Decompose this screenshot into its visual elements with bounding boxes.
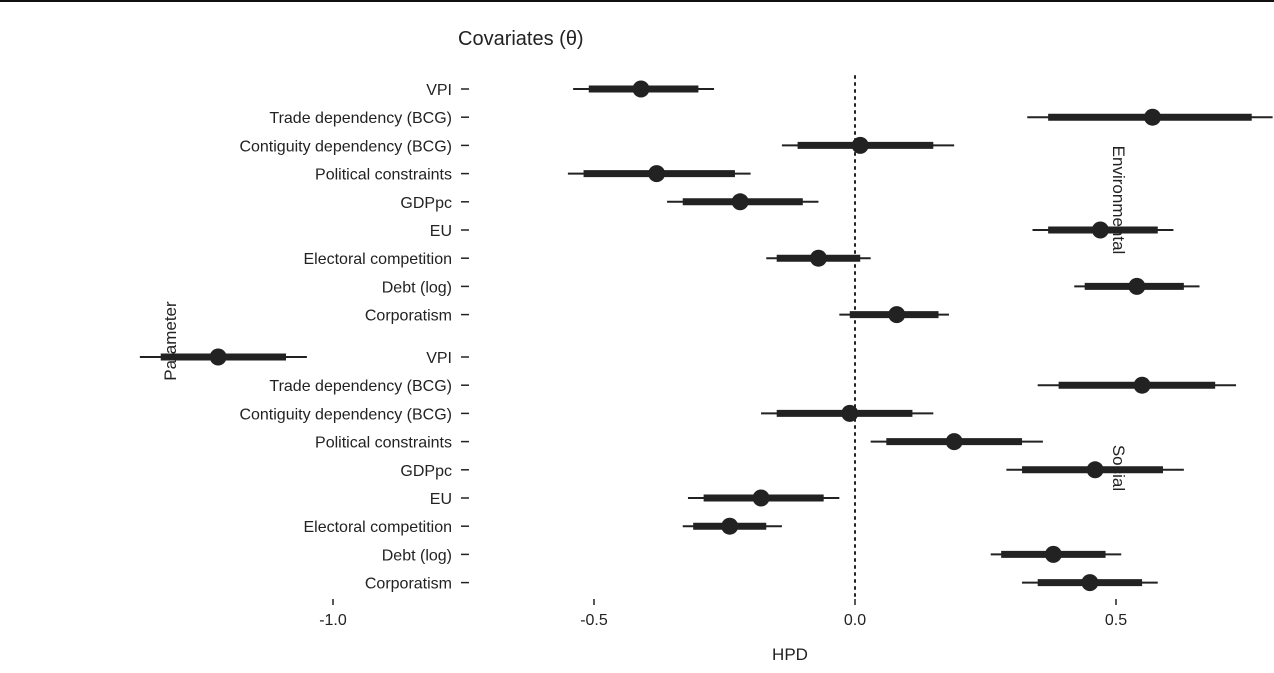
y-tick-label: Contiguity dependency (BCG) [239,406,452,423]
estimate-point [809,249,827,267]
y-tick-label: EU [430,491,452,508]
y-tick-label: Trade dependency (BCG) [269,378,452,395]
y-tick-label: VPI [426,350,452,367]
estimate-point [1086,461,1104,479]
estimate-point [1044,545,1062,563]
x-tick-label: 0.0 [844,612,866,629]
estimate-point [632,80,650,98]
estimate-point [1081,574,1099,592]
y-axis-label: Parameter [161,301,180,381]
estimate-point [851,136,869,154]
y-tick-label: GDPpc [400,195,452,212]
y-tick-label: Electoral competition [303,519,452,536]
estimate-point [1133,376,1151,394]
y-tick-label: GDPpc [400,463,452,480]
y-tick-label: EU [430,223,452,240]
estimate-point [1144,108,1162,126]
x-tick-label: -1.0 [319,612,347,629]
estimate-point [1128,277,1146,295]
estimate-point [1091,221,1109,239]
estimate-point [648,165,666,183]
y-tick-label: Debt (log) [382,279,452,296]
panel-label-environmental: Environmental [1109,146,1128,255]
y-tick-label: Contiguity dependency (BCG) [239,138,452,155]
estimate-point [209,348,227,366]
estimate-point [731,193,749,211]
y-tick-label: VPI [426,82,452,99]
chart-title: Covariates (θ) [458,28,584,50]
y-tick-label: Political constraints [315,435,452,452]
estimate-point [945,433,963,451]
y-tick-label: Debt (log) [382,547,452,564]
x-tick-label: -0.5 [580,612,608,629]
estimate-point [888,306,906,324]
estimate-point [841,404,859,422]
y-tick-label: Corporatism [365,308,452,325]
y-tick-label: Political constraints [315,167,452,184]
top-rule [0,0,1274,2]
x-axis-label: HPD [772,645,808,664]
estimate-point [752,489,770,507]
x-tick-label: 0.5 [1105,612,1127,629]
y-tick-label: Corporatism [365,576,452,593]
y-tick-label: Electoral competition [303,251,452,268]
estimate-point [721,517,739,535]
y-tick-label: Trade dependency (BCG) [269,110,452,127]
